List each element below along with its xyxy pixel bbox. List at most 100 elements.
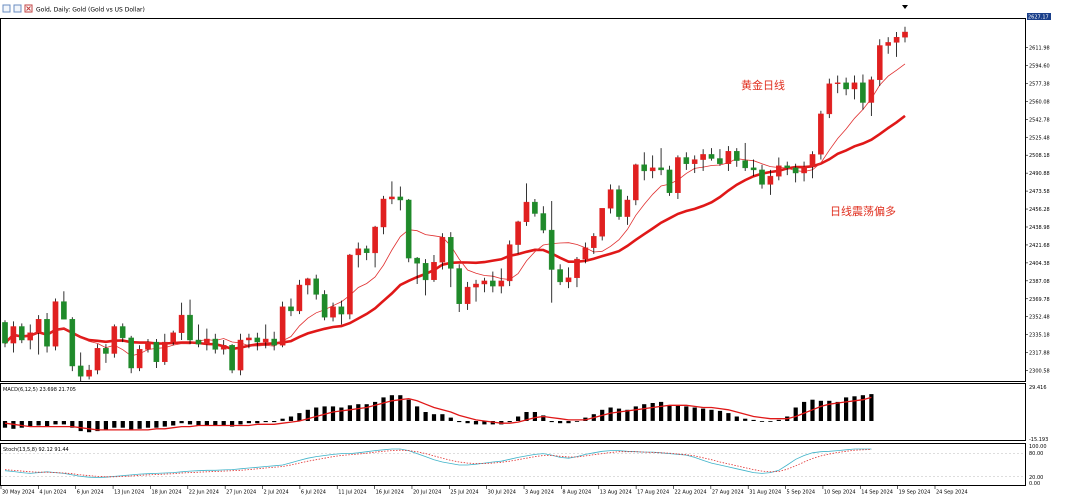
ma-slow-line	[4, 114, 906, 351]
candle-body	[246, 337, 252, 341]
macd-bar	[844, 397, 849, 421]
macd-bar	[869, 394, 874, 421]
candle	[877, 39, 883, 86]
price-tick-label: 2421.68	[1029, 243, 1050, 249]
macd-bar	[793, 407, 798, 421]
candle-body	[19, 326, 25, 341]
price-tick-label: 2577.38	[1029, 81, 1050, 87]
time-tick-label: 17 Aug 2024	[637, 490, 669, 496]
macd-bar	[381, 397, 386, 421]
candle	[792, 163, 799, 183]
candle	[187, 299, 193, 345]
time-tick-label: 13 Aug 2024	[600, 490, 632, 496]
candle-body	[2, 322, 8, 344]
candle	[464, 281, 471, 310]
candle-body	[204, 338, 210, 345]
moving-average-slow	[4, 114, 906, 351]
macd-bar	[280, 418, 285, 421]
macd-bar	[364, 404, 369, 421]
candle-body	[591, 236, 597, 248]
candle-body	[94, 348, 101, 371]
time-tick-label: 27 Aug 2024	[712, 490, 744, 496]
time-tick-label: 2 Jul 2024	[264, 490, 289, 496]
candle	[128, 335, 135, 374]
macd-bar	[616, 408, 622, 421]
candlestick-series	[2, 26, 908, 382]
candle	[759, 164, 765, 189]
macd-bar	[314, 407, 319, 421]
window-title: Gold, Daily: Gold (Gold vs US Dollar)	[36, 7, 145, 14]
macd-bar	[667, 405, 672, 421]
candle	[27, 324, 34, 350]
candle	[204, 328, 210, 351]
macd-bar	[549, 421, 554, 423]
macd-bar	[305, 409, 310, 421]
candle	[885, 37, 891, 54]
candle-body	[683, 157, 690, 164]
candle	[843, 77, 849, 96]
candle-body	[288, 306, 294, 312]
candle-body	[380, 198, 387, 228]
stochastic-panel[interactable]	[0, 443, 1026, 486]
macd-bar	[516, 416, 521, 421]
candle-body	[296, 284, 303, 312]
time-tick-label: 22 Jun 2024	[189, 490, 219, 496]
candle	[305, 277, 311, 295]
macd-bar	[120, 421, 125, 428]
time-tick-label: 22 Aug 2024	[674, 490, 706, 496]
candle	[338, 300, 345, 325]
window-header: Gold, Daily: Gold (Gold vs US Dollar)	[2, 4, 145, 14]
candle	[136, 345, 143, 372]
price-panel[interactable]	[0, 18, 1026, 382]
macd-bar	[204, 421, 209, 426]
candle-body	[599, 208, 605, 237]
candle	[178, 302, 185, 341]
candle	[557, 264, 563, 286]
candle-body	[212, 338, 219, 350]
candle	[725, 146, 732, 171]
candle-body	[220, 345, 227, 350]
candle	[624, 195, 631, 225]
macd-panel[interactable]	[0, 383, 1026, 441]
candle	[220, 340, 227, 355]
candle-body	[843, 82, 849, 90]
macd-bar	[650, 403, 655, 421]
time-tick-label: 30 May 2024	[2, 490, 35, 496]
minimize-icon[interactable]	[13, 4, 22, 13]
macd-bar	[19, 421, 24, 428]
candle	[767, 169, 774, 195]
candle	[691, 155, 698, 174]
candle-body	[607, 189, 614, 209]
candle-body	[860, 82, 866, 103]
candle-body	[834, 82, 841, 85]
macd-bar	[162, 421, 167, 427]
macd-bar	[78, 421, 83, 432]
macd-bar	[61, 421, 66, 425]
candle	[212, 333, 219, 354]
annotation-range-bullish: 日线震荡偏多	[830, 204, 896, 218]
macd-bar	[768, 421, 773, 422]
candle-body	[405, 199, 412, 259]
candle	[229, 344, 235, 374]
candle-body	[448, 237, 454, 269]
candle-body	[490, 280, 496, 287]
macd-bar	[860, 395, 865, 421]
candle	[52, 298, 59, 351]
time-tick-label: 25 Jul 2024	[450, 490, 478, 496]
candle	[389, 181, 395, 205]
macd-bar	[87, 421, 92, 433]
price-tick-label: 2490.88	[1029, 171, 1050, 177]
candle-body	[119, 326, 126, 339]
macd-signal-line	[4, 396, 872, 431]
macd-bar	[818, 400, 823, 421]
chart-window-icon[interactable]	[2, 4, 11, 13]
candle	[422, 259, 429, 296]
candle-body	[397, 196, 404, 201]
candle	[279, 301, 286, 348]
candle-body	[708, 154, 715, 159]
price-tick-label: 2369.78	[1029, 297, 1050, 303]
candle-body	[271, 338, 278, 346]
price-tick-label: 2352.48	[1029, 315, 1050, 321]
candle-body	[759, 169, 765, 185]
